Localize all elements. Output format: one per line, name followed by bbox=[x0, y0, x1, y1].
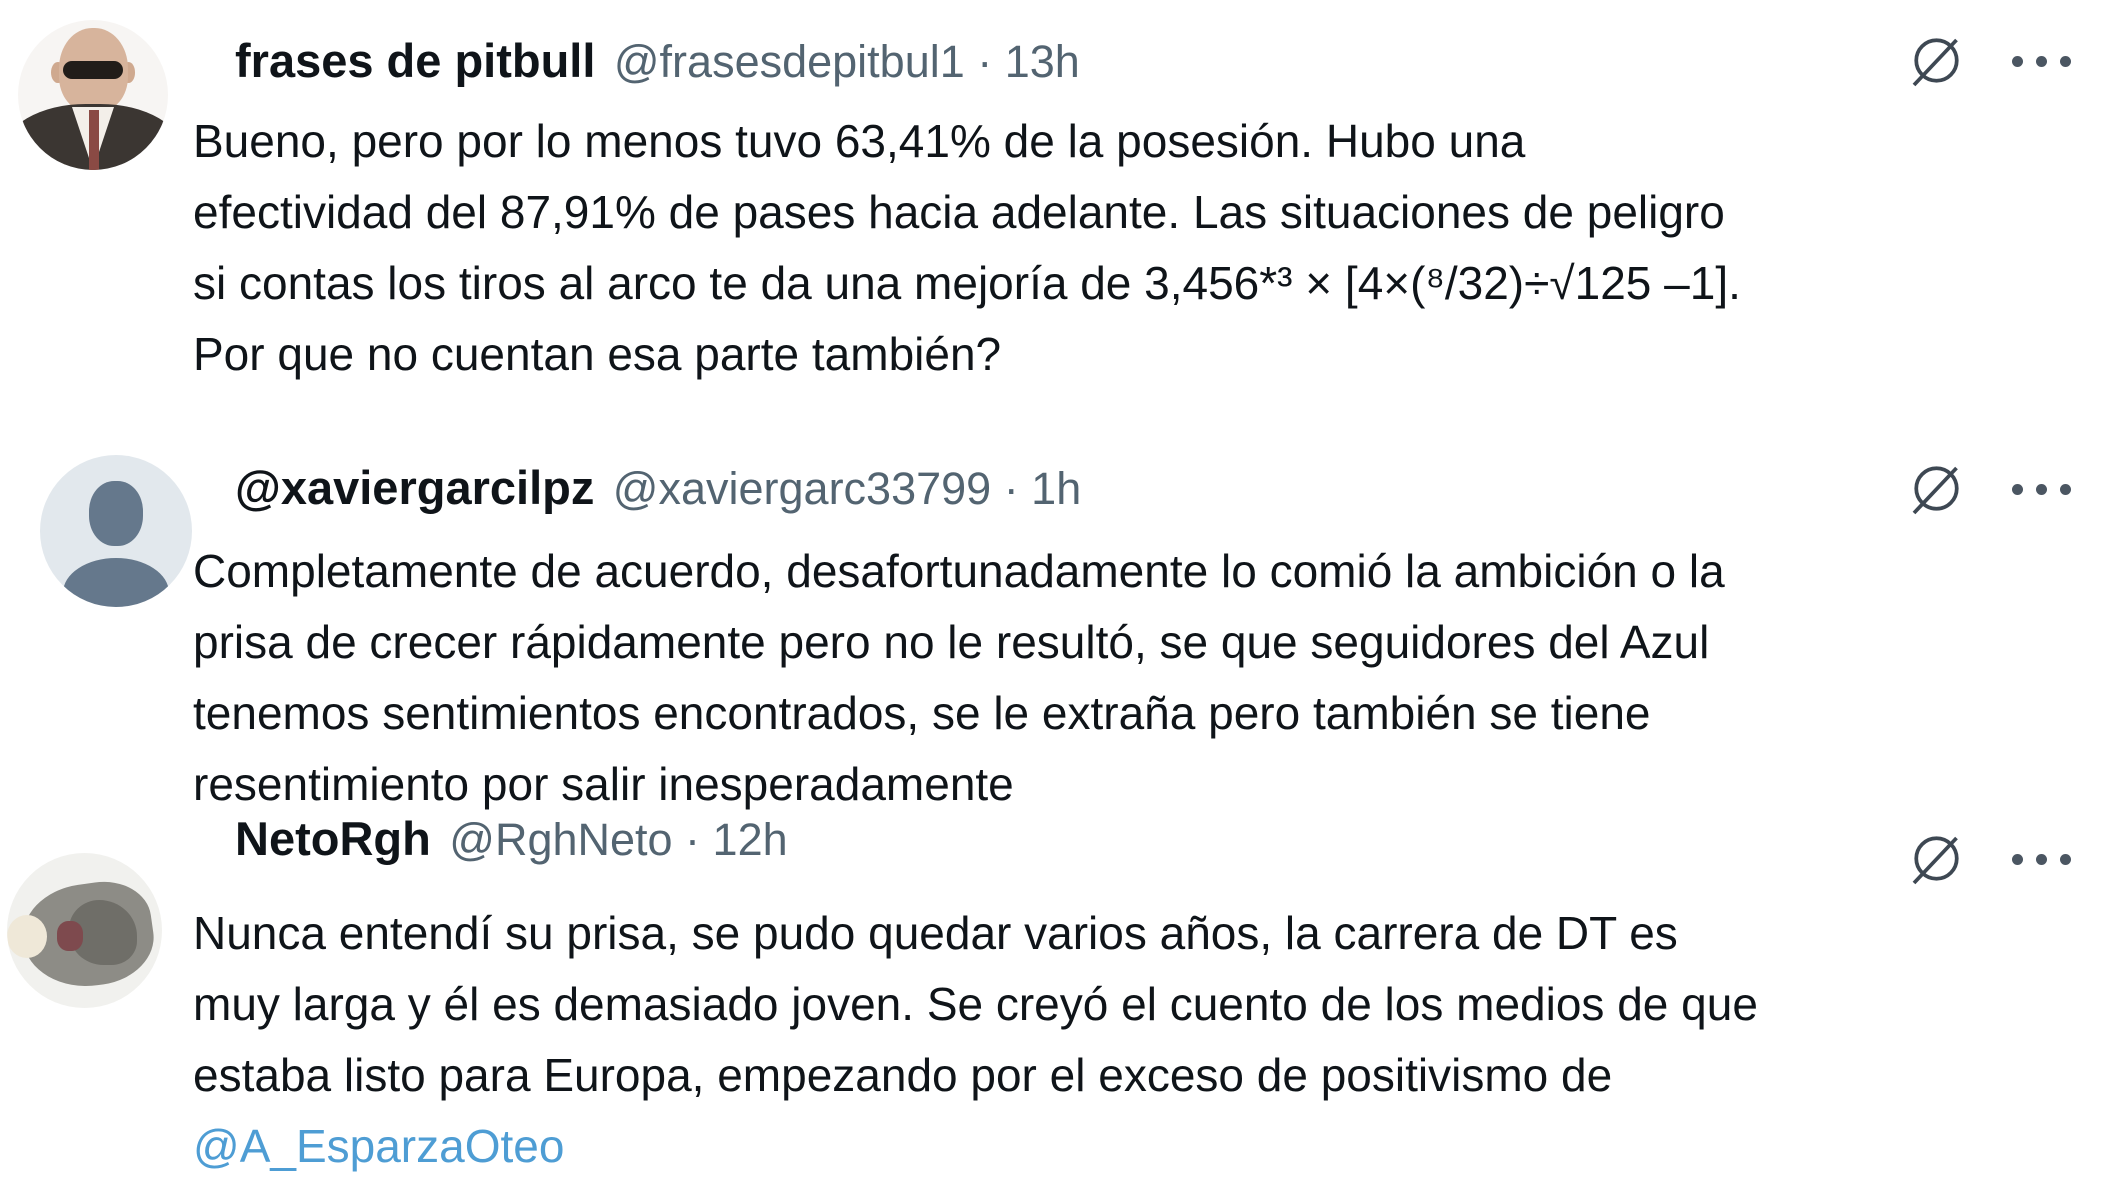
display-name[interactable]: @xaviergarcilpz bbox=[235, 461, 595, 514]
tweet-body-line: Por que no cuentan esa parte también? bbox=[193, 328, 1002, 380]
handle-and-timestamp[interactable]: @xaviergarc33799 · 1h bbox=[612, 463, 1082, 514]
tweet-body-line: Completamente de acuerdo, desafortunadam… bbox=[193, 545, 1725, 597]
silhouette-body-art bbox=[62, 558, 170, 607]
tweet-body-line: tenemos sentimientos encontrados, se le … bbox=[193, 687, 1651, 739]
tweet-body-line: estaba listo para Europa, empezando por … bbox=[193, 1049, 1613, 1101]
handle-and-timestamp[interactable]: @RghNeto · 12h bbox=[449, 814, 788, 865]
handle-and-timestamp[interactable]: @frasesdepitbul1 · 13h bbox=[613, 36, 1080, 87]
avatar[interactable] bbox=[18, 20, 168, 170]
avatar-art bbox=[7, 915, 48, 959]
avatar-default[interactable] bbox=[40, 455, 192, 607]
tweet-body-line: prisa de crecer rápidamente pero no le r… bbox=[193, 616, 1710, 668]
sunglasses-art bbox=[63, 60, 123, 79]
tweet-body-line: resentimiento por salir inesperadamente bbox=[193, 758, 1014, 810]
avatar-art bbox=[56, 921, 83, 951]
tweet-body-line: efectividad del 87,91% de pases hacia ad… bbox=[193, 186, 1725, 238]
display-name[interactable]: frases de pitbull bbox=[235, 34, 596, 87]
more-options-icon[interactable] bbox=[2012, 828, 2071, 890]
tweet-body-line: muy larga y él es demasiado joven. Se cr… bbox=[193, 978, 1758, 1030]
tweet-body-line: Nunca entendí su prisa, se pudo quedar v… bbox=[193, 907, 1678, 959]
mention-link[interactable]: @A_EsparzaOteo bbox=[193, 1120, 565, 1172]
silhouette-head-art bbox=[88, 480, 144, 547]
tweet-body-line: si contas los tiros al arco te da una me… bbox=[193, 257, 1741, 309]
display-name[interactable]: NetoRgh bbox=[235, 812, 431, 865]
tweet-body-line: Bueno, pero por lo menos tuvo 63,41% de … bbox=[193, 115, 1526, 167]
more-options-icon[interactable] bbox=[2012, 458, 2071, 520]
grok-slashed-circle-icon[interactable] bbox=[1904, 458, 1966, 520]
grok-slashed-circle-icon[interactable] bbox=[1904, 828, 1966, 890]
more-options-icon[interactable] bbox=[2012, 30, 2071, 92]
grok-slashed-circle-icon[interactable] bbox=[1904, 30, 1966, 92]
avatar-art bbox=[88, 110, 99, 170]
avatar[interactable] bbox=[7, 853, 162, 1008]
